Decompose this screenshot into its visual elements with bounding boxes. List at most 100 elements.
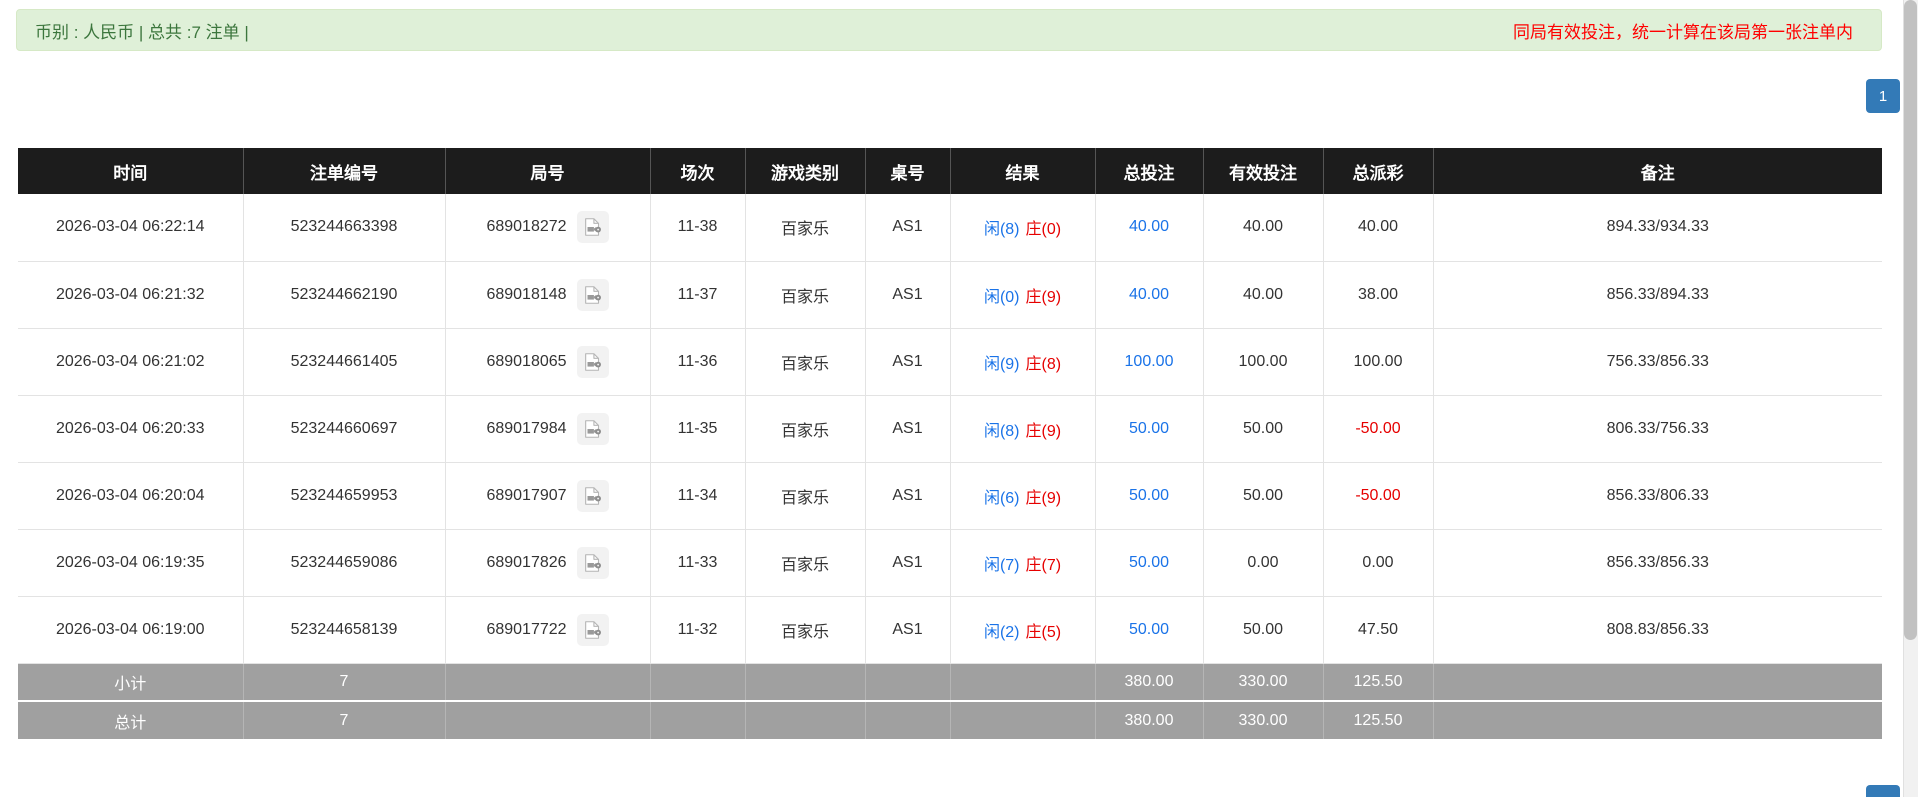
summary-blank-game-type bbox=[745, 701, 866, 739]
round-no-text: 689017826 bbox=[486, 553, 567, 571]
cell-shoe: 11-37 bbox=[650, 261, 746, 329]
cell-shoe: 11-33 bbox=[650, 529, 746, 597]
video-replay-icon[interactable] bbox=[576, 479, 609, 512]
cell-game-type: 百家乐 bbox=[745, 261, 866, 329]
round-no-text: 689017907 bbox=[486, 486, 567, 504]
summary-blank-table-no bbox=[865, 701, 951, 739]
table-header: 时间 注单编号 局号 场次 游戏类别 桌号 结果 总投注 有效投注 总派彩 备注 bbox=[18, 148, 1882, 194]
bet-records-table: 时间 注单编号 局号 场次 游戏类别 桌号 结果 总投注 有效投注 总派彩 备注… bbox=[18, 148, 1882, 739]
cell-round-no: 689017984 bbox=[445, 395, 651, 463]
summary-payout: 125.50 bbox=[1323, 701, 1434, 739]
cell-result: 闲(8) 庄(9) bbox=[950, 395, 1096, 463]
table-row: 2026-03-04 06:21:32 523244662190 689018148… bbox=[18, 261, 1882, 329]
column-header-total-bet: 总投注 bbox=[1095, 148, 1204, 194]
summary-total-bet: 380.00 bbox=[1095, 701, 1204, 739]
cell-result: 闲(0) 庄(9) bbox=[950, 261, 1096, 329]
cell-bet-id: 523244662190 bbox=[243, 261, 446, 329]
cell-round-no: 689018148 bbox=[445, 261, 651, 329]
video-replay-icon[interactable] bbox=[576, 412, 609, 445]
summary-total-bet: 380.00 bbox=[1095, 663, 1204, 702]
cell-bet-id: 523244659086 bbox=[243, 529, 446, 597]
result-player: 闲(8) bbox=[983, 422, 1020, 440]
video-replay-icon[interactable] bbox=[576, 345, 609, 378]
cell-payout: 100.00 bbox=[1323, 328, 1434, 396]
scrollbar-thumb[interactable] bbox=[1904, 0, 1917, 640]
page-button-1[interactable]: 1 bbox=[1866, 79, 1900, 113]
cell-valid-bet: 40.00 bbox=[1203, 194, 1324, 262]
cell-round-no: 689017722 bbox=[445, 596, 651, 664]
cell-game-type: 百家乐 bbox=[745, 462, 866, 530]
summary-payout: 125.50 bbox=[1323, 663, 1434, 702]
cell-total-bet[interactable]: 50.00 bbox=[1095, 462, 1204, 530]
result-banker: 庄(7) bbox=[1025, 556, 1062, 574]
cell-result: 闲(9) 庄(8) bbox=[950, 328, 1096, 396]
video-replay-icon[interactable] bbox=[576, 546, 609, 579]
table-row: 2026-03-04 06:21:02 523244661405 689018065… bbox=[18, 328, 1882, 396]
bet-records-table-wrapper: 时间 注单编号 局号 场次 游戏类别 桌号 结果 总投注 有效投注 总派彩 备注… bbox=[18, 148, 1882, 739]
summary-valid-bet: 330.00 bbox=[1203, 701, 1324, 739]
pagination-bottom[interactable]: 1 bbox=[1866, 785, 1900, 797]
video-replay-icon[interactable] bbox=[576, 613, 609, 646]
summary-blank-round bbox=[445, 701, 651, 739]
result-player: 闲(9) bbox=[983, 355, 1020, 373]
cell-remark: 894.33/934.33 bbox=[1433, 194, 1882, 262]
currency-summary-text: 币别 : 人民币 | 总共 :7 注单 | bbox=[35, 22, 249, 42]
column-header-table-no: 桌号 bbox=[865, 148, 951, 194]
cell-remark: 856.33/856.33 bbox=[1433, 529, 1882, 597]
cell-total-bet[interactable]: 40.00 bbox=[1095, 194, 1204, 262]
cell-remark: 856.33/806.33 bbox=[1433, 462, 1882, 530]
column-header-valid-bet: 有效投注 bbox=[1203, 148, 1324, 194]
summary-blank-remark bbox=[1433, 701, 1882, 739]
summary-row: 总计 7 380.00 330.00 125.50 bbox=[18, 701, 1882, 739]
column-header-payout: 总派彩 bbox=[1323, 148, 1434, 194]
table-row: 2026-03-04 06:19:00 523244658139 689017722… bbox=[18, 596, 1882, 664]
cell-payout: 38.00 bbox=[1323, 261, 1434, 329]
cell-bet-id: 523244659953 bbox=[243, 462, 446, 530]
cell-total-bet[interactable]: 50.00 bbox=[1095, 529, 1204, 597]
cell-game-type: 百家乐 bbox=[745, 194, 866, 262]
cell-payout: -50.00 bbox=[1323, 462, 1434, 530]
column-header-game-type: 游戏类别 bbox=[745, 148, 866, 194]
table-header-row: 时间 注单编号 局号 场次 游戏类别 桌号 结果 总投注 有效投注 总派彩 备注 bbox=[18, 148, 1882, 194]
cell-valid-bet: 50.00 bbox=[1203, 596, 1324, 664]
cell-table-no: AS1 bbox=[865, 395, 951, 463]
table-row: 2026-03-04 06:20:33 523244660697 689017984… bbox=[18, 395, 1882, 463]
cell-total-bet[interactable]: 40.00 bbox=[1095, 261, 1204, 329]
vertical-scrollbar[interactable] bbox=[1903, 0, 1918, 797]
cell-valid-bet: 0.00 bbox=[1203, 529, 1324, 597]
round-no-text: 689018065 bbox=[486, 352, 567, 370]
result-player: 闲(0) bbox=[983, 288, 1020, 306]
cell-total-bet[interactable]: 100.00 bbox=[1095, 328, 1204, 396]
cell-table-no: AS1 bbox=[865, 529, 951, 597]
summary-blank-result bbox=[950, 701, 1096, 739]
cell-shoe: 11-34 bbox=[650, 462, 746, 530]
summary-count: 7 bbox=[243, 663, 446, 702]
cell-game-type: 百家乐 bbox=[745, 328, 866, 396]
cell-table-no: AS1 bbox=[865, 261, 951, 329]
cell-shoe: 11-32 bbox=[650, 596, 746, 664]
cell-valid-bet: 50.00 bbox=[1203, 462, 1324, 530]
cell-result: 闲(2) 庄(5) bbox=[950, 596, 1096, 664]
valid-bet-notice-text: 同局有效投注，统一计算在该局第一张注单内 bbox=[1513, 22, 1853, 42]
cell-total-bet[interactable]: 50.00 bbox=[1095, 596, 1204, 664]
cell-round-no: 689018065 bbox=[445, 328, 651, 396]
cell-round-no: 689018272 bbox=[445, 194, 651, 262]
cell-bet-id: 523244658139 bbox=[243, 596, 446, 664]
table-row: 2026-03-04 06:19:35 523244659086 689017826… bbox=[18, 529, 1882, 597]
round-no-text: 689017984 bbox=[486, 419, 567, 437]
summary-blank-game-type bbox=[745, 663, 866, 702]
pagination-top[interactable]: 1 bbox=[1866, 79, 1900, 113]
page-button-1-bottom[interactable]: 1 bbox=[1866, 785, 1900, 797]
cell-result: 闲(6) 庄(9) bbox=[950, 462, 1096, 530]
cell-shoe: 11-35 bbox=[650, 395, 746, 463]
summary-blank-shoe bbox=[650, 663, 746, 702]
cell-time: 2026-03-04 06:21:02 bbox=[18, 328, 244, 396]
result-player: 闲(7) bbox=[983, 556, 1020, 574]
video-replay-icon[interactable] bbox=[576, 211, 609, 244]
cell-shoe: 11-38 bbox=[650, 194, 746, 262]
cell-game-type: 百家乐 bbox=[745, 395, 866, 463]
cell-total-bet[interactable]: 50.00 bbox=[1095, 395, 1204, 463]
column-header-remark: 备注 bbox=[1433, 148, 1882, 194]
video-replay-icon[interactable] bbox=[576, 278, 609, 311]
cell-time: 2026-03-04 06:22:14 bbox=[18, 194, 244, 262]
